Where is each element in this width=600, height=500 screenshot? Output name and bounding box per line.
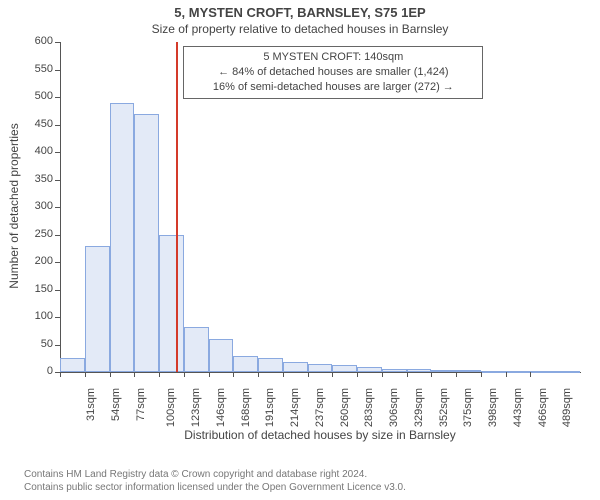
info-line-1: 5 MYSTEN CROFT: 140sqm — [190, 50, 476, 65]
histogram-bar — [184, 327, 209, 372]
x-tick-label: 260sqm — [339, 388, 351, 427]
x-tick — [233, 372, 234, 377]
y-tick — [55, 70, 60, 71]
histogram-bar — [110, 103, 135, 373]
x-tick-label: 398sqm — [487, 388, 499, 427]
x-tick — [110, 372, 111, 377]
histogram-bar — [258, 358, 283, 372]
x-tick — [382, 372, 383, 377]
histogram-bar — [134, 114, 159, 373]
y-axis-label: Number of detached properties — [7, 106, 21, 306]
x-tick-label: 283sqm — [364, 388, 376, 427]
x-tick-label: 31sqm — [85, 388, 97, 421]
info-line-2: ← 84% of detached houses are smaller (1,… — [190, 65, 476, 80]
x-tick-label: 237sqm — [314, 388, 326, 427]
y-tick — [55, 97, 60, 98]
reference-line — [176, 42, 178, 372]
y-tick — [55, 317, 60, 318]
x-tick-label: 191sqm — [264, 388, 276, 427]
histogram-bar — [159, 235, 184, 373]
y-tick-label: 500 — [25, 90, 53, 102]
x-tick — [258, 372, 259, 377]
x-tick — [308, 372, 309, 377]
attribution: Contains HM Land Registry data © Crown c… — [24, 468, 406, 494]
x-tick-label: 168sqm — [240, 388, 252, 427]
histogram-bar — [332, 365, 357, 372]
histogram-bar — [555, 371, 580, 373]
x-tick — [209, 372, 210, 377]
x-tick — [159, 372, 160, 377]
histogram-bar — [60, 358, 85, 372]
y-tick — [55, 125, 60, 126]
y-tick-label: 250 — [25, 228, 53, 240]
x-tick — [456, 372, 457, 377]
x-tick — [85, 372, 86, 377]
x-tick-label: 54sqm — [110, 388, 122, 421]
y-tick-label: 200 — [25, 255, 53, 267]
x-tick — [506, 372, 507, 377]
x-tick-label: 146sqm — [215, 388, 227, 427]
x-tick — [184, 372, 185, 377]
y-tick — [55, 42, 60, 43]
x-tick — [357, 372, 358, 377]
x-tick-label: 123sqm — [190, 388, 202, 427]
y-tick — [55, 152, 60, 153]
histogram-bar — [456, 370, 481, 372]
x-tick-label: 489sqm — [562, 388, 574, 427]
y-tick — [55, 290, 60, 291]
y-tick-label: 400 — [25, 145, 53, 157]
histogram-bar — [283, 362, 308, 372]
x-tick — [481, 372, 482, 377]
y-tick-label: 100 — [25, 310, 53, 322]
x-tick — [332, 372, 333, 377]
x-axis-label: Distribution of detached houses by size … — [60, 428, 580, 442]
x-tick — [60, 372, 61, 377]
y-tick — [55, 345, 60, 346]
y-tick-label: 50 — [25, 338, 53, 350]
x-tick-label: 306sqm — [388, 388, 400, 427]
histogram-bar — [209, 339, 234, 372]
histogram-bar — [357, 367, 382, 373]
x-tick — [530, 372, 531, 377]
x-tick — [431, 372, 432, 377]
y-tick-label: 600 — [25, 35, 53, 47]
chart-subtitle: Size of property relative to detached ho… — [0, 22, 600, 36]
histogram-bar — [233, 356, 258, 373]
y-tick-label: 350 — [25, 173, 53, 185]
x-tick-label: 100sqm — [165, 388, 177, 427]
info-line-3: 16% of semi-detached houses are larger (… — [190, 80, 476, 95]
info-box: 5 MYSTEN CROFT: 140sqm ← 84% of detached… — [183, 46, 483, 99]
x-tick-label: 443sqm — [512, 388, 524, 427]
x-tick-label: 375sqm — [463, 388, 475, 427]
histogram-bar — [431, 370, 456, 372]
histogram-bar — [481, 371, 506, 373]
attribution-line-2: Contains public sector information licen… — [24, 481, 406, 494]
y-tick-label: 450 — [25, 118, 53, 130]
x-tick — [407, 372, 408, 377]
x-tick-label: 352sqm — [438, 388, 450, 427]
x-tick-label: 329sqm — [413, 388, 425, 427]
y-tick-label: 0 — [25, 365, 53, 377]
y-tick-label: 550 — [25, 63, 53, 75]
histogram-bar — [85, 246, 110, 373]
y-tick-label: 300 — [25, 200, 53, 212]
y-tick-label: 150 — [25, 283, 53, 295]
y-tick — [55, 180, 60, 181]
y-tick — [55, 207, 60, 208]
x-tick — [283, 372, 284, 377]
histogram-bar — [530, 371, 555, 373]
chart-container: 5, MYSTEN CROFT, BARNSLEY, S75 1EP Size … — [0, 0, 600, 500]
chart-title: 5, MYSTEN CROFT, BARNSLEY, S75 1EP — [0, 5, 600, 20]
histogram-bar — [308, 364, 333, 372]
attribution-line-1: Contains HM Land Registry data © Crown c… — [24, 468, 406, 481]
y-tick — [55, 262, 60, 263]
histogram-bar — [382, 369, 407, 372]
histogram-bar — [506, 371, 531, 373]
histogram-bar — [407, 369, 432, 372]
x-tick-label: 77sqm — [135, 388, 147, 421]
x-tick-label: 466sqm — [537, 388, 549, 427]
y-tick — [55, 235, 60, 236]
x-tick-label: 214sqm — [289, 388, 301, 427]
x-tick — [134, 372, 135, 377]
